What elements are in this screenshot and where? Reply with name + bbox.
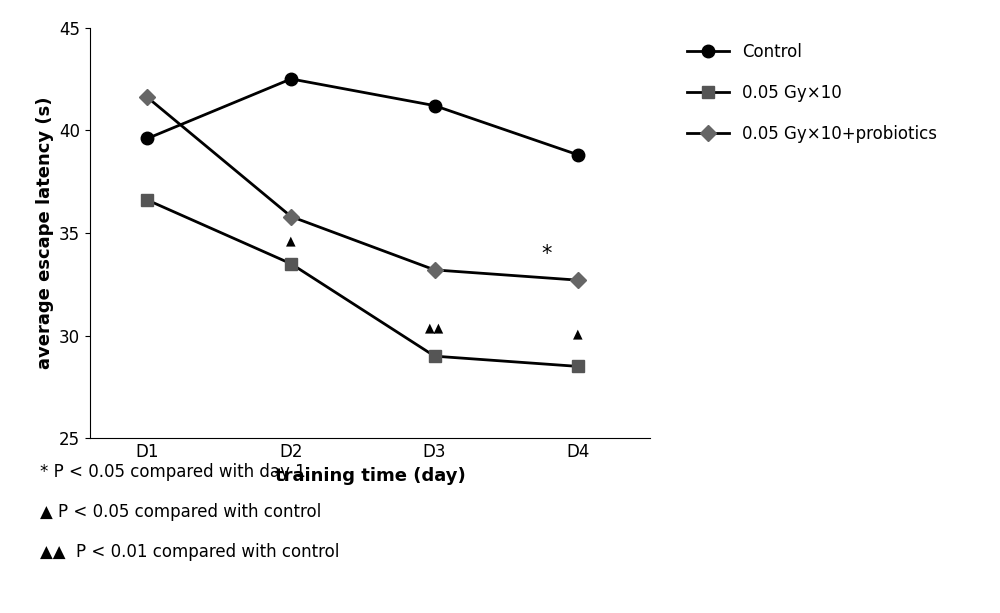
Text: ▲▲: ▲▲ — [425, 322, 444, 335]
Y-axis label: average escape latency (s): average escape latency (s) — [36, 97, 54, 369]
Text: * P < 0.05 compared with day 1: * P < 0.05 compared with day 1 — [40, 463, 306, 481]
Text: ▲: ▲ — [573, 328, 583, 341]
X-axis label: training time (day): training time (day) — [275, 466, 465, 485]
Legend: Control, 0.05 Gy×10, 0.05 Gy×10+probiotics: Control, 0.05 Gy×10, 0.05 Gy×10+probioti… — [681, 36, 944, 150]
Text: ▲: ▲ — [286, 234, 296, 247]
Text: ▲▲  P < 0.01 compared with control: ▲▲ P < 0.01 compared with control — [40, 543, 339, 560]
Text: ▲ P < 0.05 compared with control: ▲ P < 0.05 compared with control — [40, 503, 321, 520]
Text: *: * — [541, 244, 552, 264]
